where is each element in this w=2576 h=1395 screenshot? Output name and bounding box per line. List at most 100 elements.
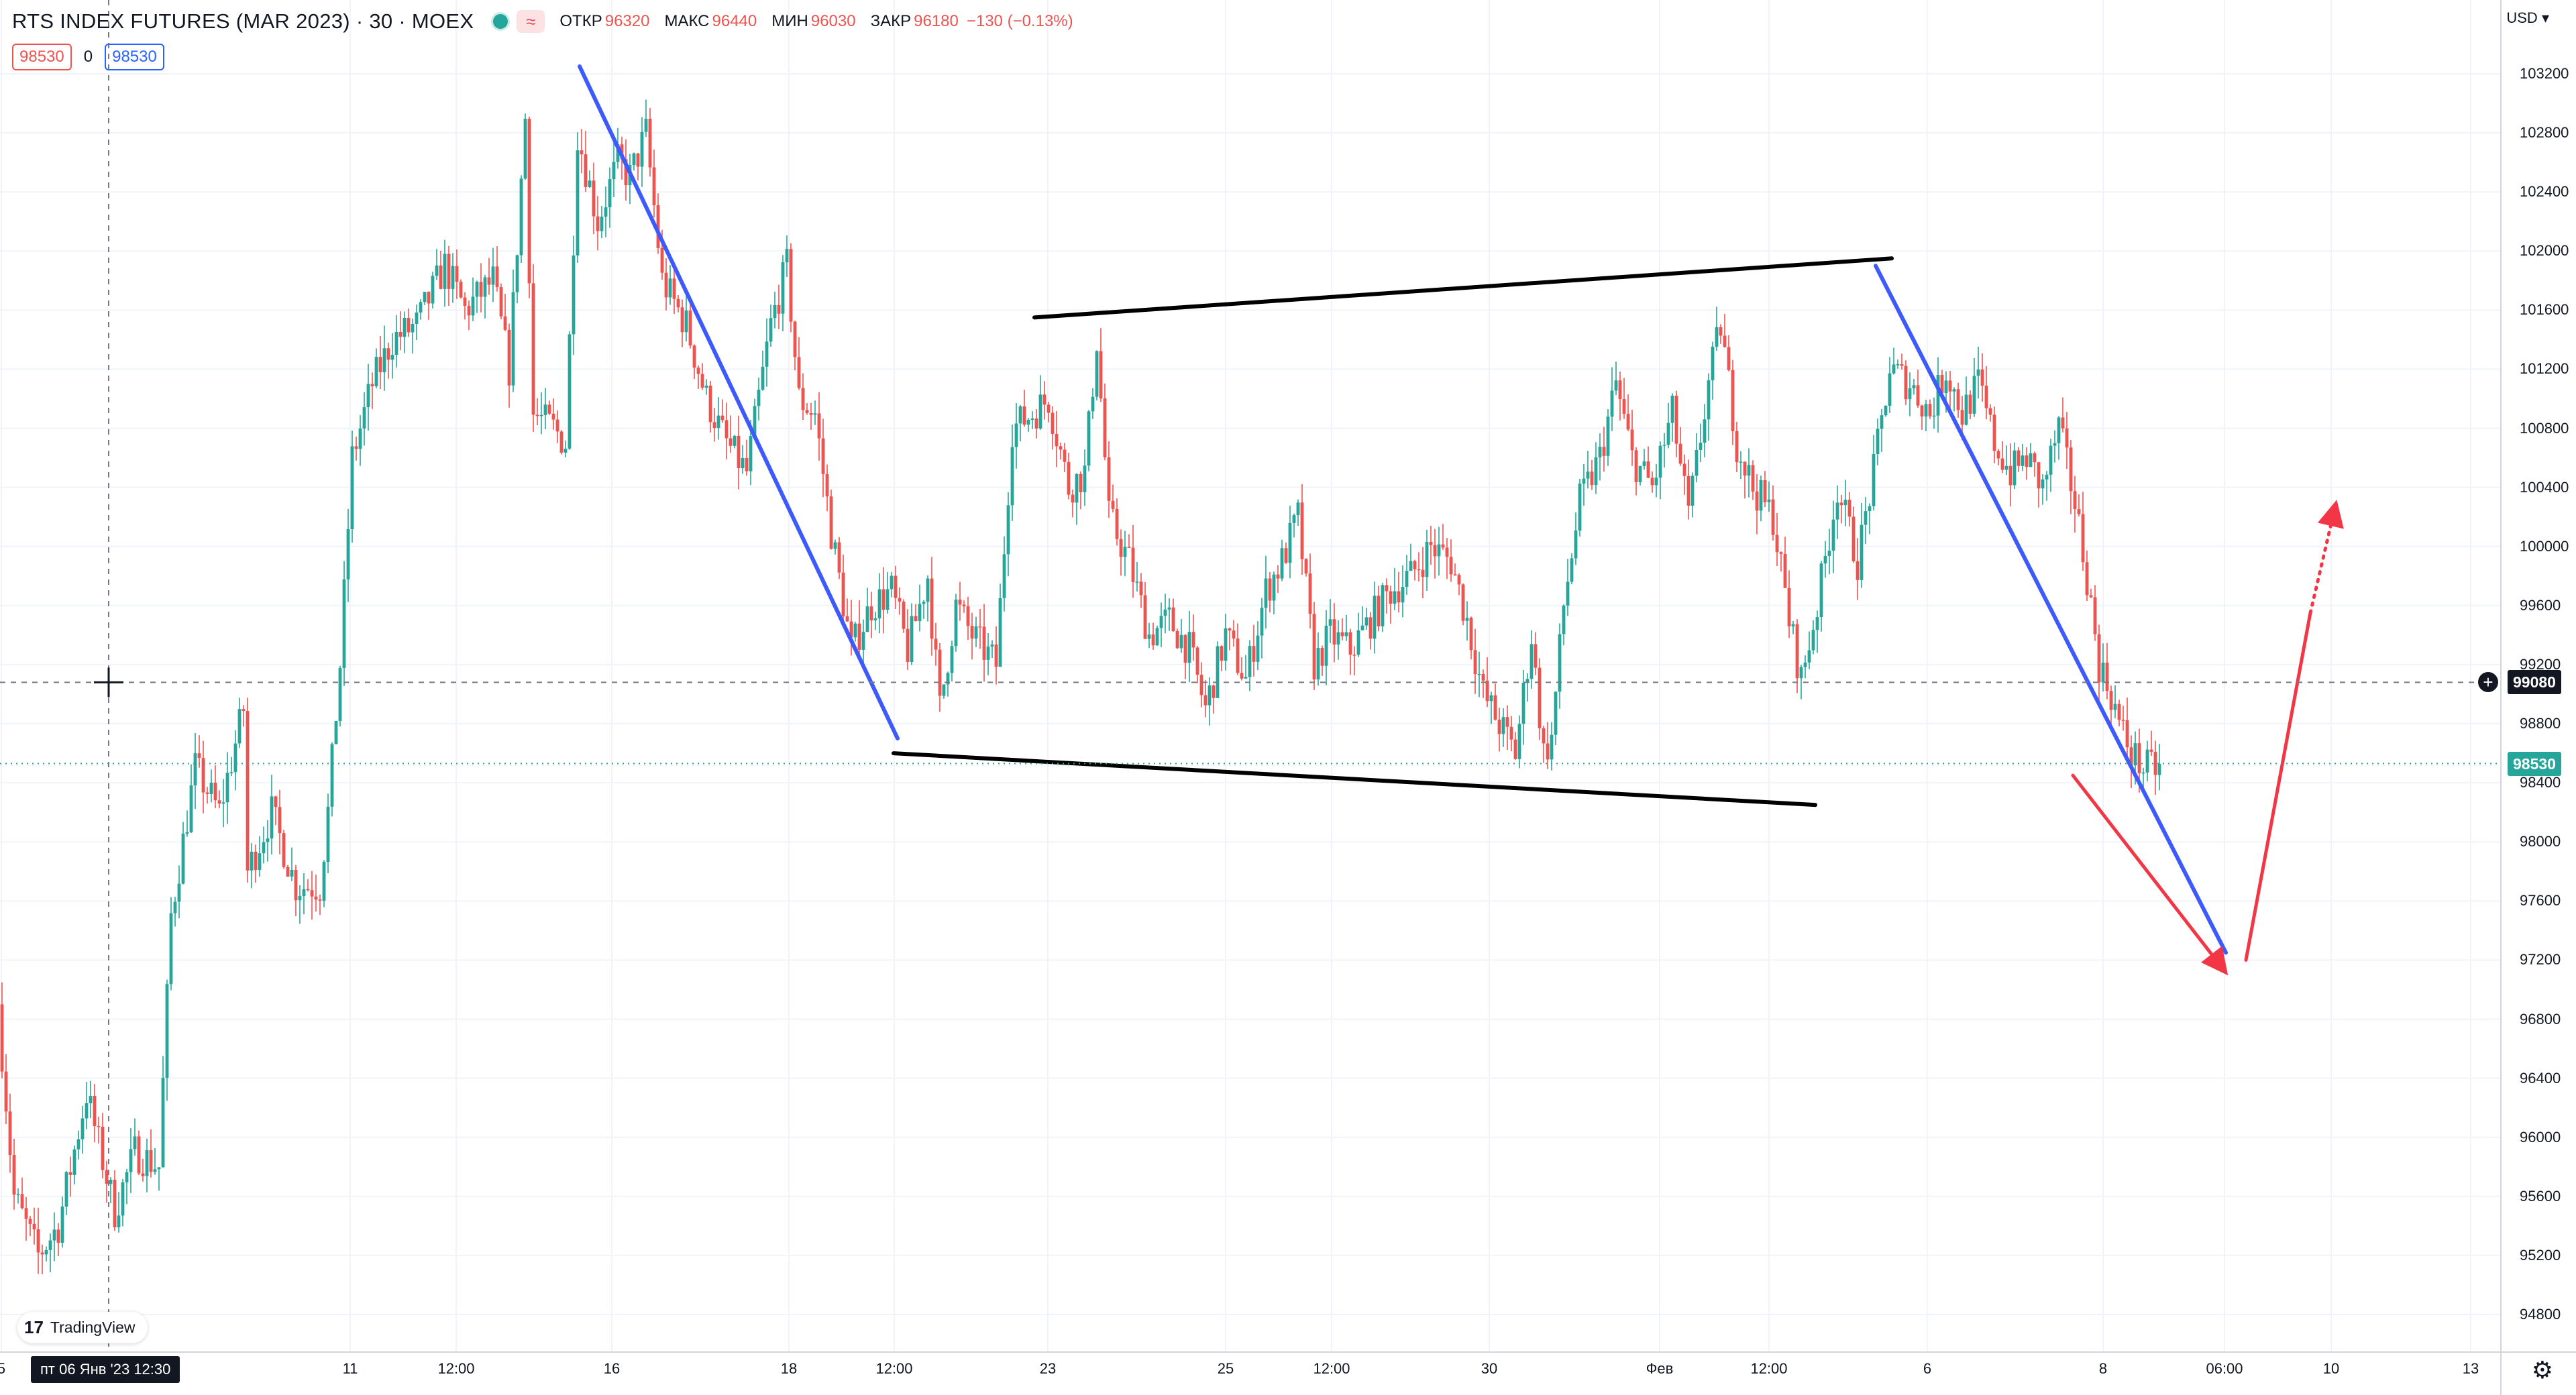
candle bbox=[708, 380, 712, 433]
gear-icon[interactable]: ⚙ bbox=[2531, 1356, 2553, 1384]
candle bbox=[1026, 418, 1030, 432]
candle bbox=[1397, 571, 1401, 613]
candle bbox=[837, 537, 841, 579]
candle-body bbox=[825, 473, 829, 497]
candle-body bbox=[1525, 679, 1529, 683]
candle-body bbox=[1783, 553, 1787, 588]
x-tick-label: 13 bbox=[2462, 1360, 2479, 1377]
candle bbox=[1650, 471, 1654, 493]
candle-body bbox=[310, 890, 314, 897]
candle bbox=[2012, 442, 2017, 490]
candle bbox=[1244, 655, 1248, 679]
market-status-icon[interactable] bbox=[491, 12, 511, 31]
candle bbox=[1542, 725, 1546, 763]
candle bbox=[1703, 404, 1707, 458]
candle-body bbox=[1614, 380, 1618, 391]
tradingview-logo[interactable]: 17 TradingView bbox=[17, 1312, 148, 1343]
candle-body bbox=[1582, 478, 1586, 484]
candle bbox=[1111, 484, 1115, 513]
candle bbox=[56, 1223, 60, 1256]
candle-body bbox=[1751, 465, 1755, 492]
forecast-arrow bbox=[2071, 773, 2229, 976]
candle bbox=[1151, 622, 1155, 650]
candle-body bbox=[28, 1219, 32, 1224]
candle-body bbox=[1123, 547, 1127, 557]
candle bbox=[2053, 430, 2057, 463]
x-tick-label: 6 bbox=[1923, 1360, 1932, 1377]
candle bbox=[431, 272, 435, 309]
candle-body bbox=[781, 262, 785, 314]
candle-body bbox=[958, 600, 962, 605]
candle bbox=[926, 575, 930, 622]
candle-body bbox=[16, 1194, 20, 1195]
candle-body bbox=[1445, 547, 1449, 557]
candle-body bbox=[861, 632, 865, 650]
currency-selector[interactable]: USD ▾ bbox=[2506, 9, 2549, 27]
y-tick-label: 96800 bbox=[2520, 1010, 2561, 1027]
add-alert-plus-icon[interactable]: + bbox=[2478, 672, 2498, 693]
candle-body bbox=[1690, 476, 1695, 506]
candle bbox=[974, 616, 978, 647]
candle bbox=[1409, 543, 1413, 571]
candle bbox=[338, 665, 342, 727]
candle bbox=[1924, 400, 1928, 432]
candle-body bbox=[1703, 419, 1707, 443]
candle-body bbox=[769, 318, 773, 342]
candle-body bbox=[1381, 585, 1385, 626]
candle-body bbox=[1268, 578, 1272, 601]
candle bbox=[451, 253, 455, 303]
candle-body bbox=[1348, 632, 1352, 655]
candle-body bbox=[1055, 434, 1059, 447]
candle bbox=[1509, 716, 1513, 752]
currency-label: USD bbox=[2506, 9, 2538, 26]
candle bbox=[809, 402, 813, 430]
candle-body bbox=[841, 572, 845, 617]
candle bbox=[1030, 410, 1034, 429]
candle-body bbox=[302, 889, 306, 897]
candle-body bbox=[72, 1149, 76, 1175]
y-tick-label: 99600 bbox=[2520, 596, 2561, 614]
candle bbox=[1908, 372, 1912, 416]
candle bbox=[306, 879, 310, 892]
candle-body bbox=[1014, 423, 1018, 447]
wave-icon[interactable]: ≈ bbox=[517, 10, 545, 33]
tradingview-mark-icon: 17 bbox=[24, 1317, 44, 1337]
candle-body bbox=[1107, 457, 1111, 501]
y-tick-label: 97200 bbox=[2520, 951, 2561, 968]
candle-body bbox=[568, 334, 572, 449]
candle bbox=[1316, 632, 1320, 686]
candle-body bbox=[491, 266, 495, 285]
candle-body bbox=[833, 542, 837, 549]
candle bbox=[173, 897, 177, 927]
candle-body bbox=[954, 600, 958, 647]
symbol-title[interactable]: RTS INDEX FUTURES (MAR 2023) · 30 · MOEX bbox=[12, 9, 474, 33]
candle bbox=[624, 139, 628, 201]
candle-body bbox=[1481, 673, 1485, 681]
candle-body bbox=[580, 150, 584, 155]
candle-body bbox=[258, 853, 262, 871]
candle bbox=[1385, 578, 1389, 614]
candle bbox=[753, 398, 757, 437]
candle-body bbox=[467, 305, 471, 316]
candle-body bbox=[608, 179, 612, 208]
candle bbox=[495, 246, 499, 292]
candle bbox=[1352, 646, 1356, 676]
candle bbox=[1988, 404, 1992, 422]
x-tick-label: 12:00 bbox=[437, 1360, 475, 1377]
buy-button[interactable]: 98530 bbox=[105, 44, 164, 70]
candle bbox=[149, 1129, 153, 1178]
sell-button[interactable]: 98530 bbox=[12, 44, 72, 70]
candle-body bbox=[1360, 625, 1364, 630]
candle bbox=[1360, 606, 1364, 630]
candle-body bbox=[201, 758, 205, 793]
candle-body bbox=[48, 1240, 52, 1250]
candle-body bbox=[2008, 465, 2012, 486]
candle-body bbox=[2065, 428, 2069, 448]
candle bbox=[877, 573, 881, 634]
candle-body bbox=[1493, 695, 1497, 720]
candle-body bbox=[1747, 465, 1751, 476]
candle-body bbox=[1244, 677, 1248, 679]
candle-body bbox=[1948, 380, 1952, 392]
candle bbox=[539, 392, 543, 435]
